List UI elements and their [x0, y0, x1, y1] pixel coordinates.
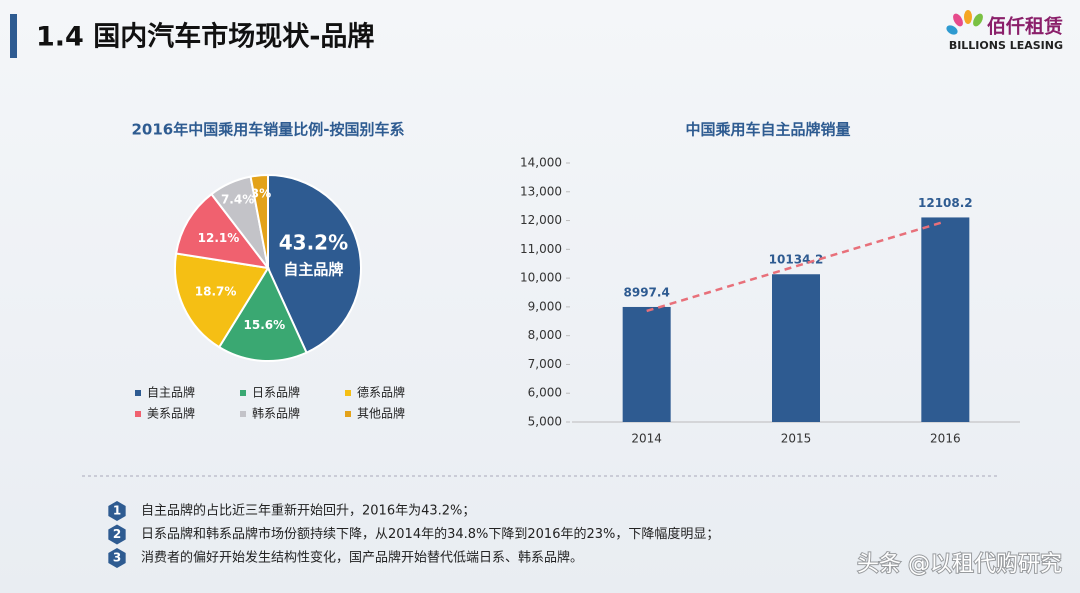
legend-swatch: [345, 411, 351, 417]
pie-title: 2016年中国乘用车销量比例-按国别车系: [132, 121, 405, 139]
y-tick-label: 6,000: [528, 386, 562, 400]
bar-title: 中国乘用车自主品牌销量: [685, 121, 850, 139]
bar-value-label: 12108.2: [918, 196, 973, 210]
legend-swatch: [240, 411, 246, 417]
bar: [772, 274, 820, 422]
pie-value-label: 12.1%: [198, 231, 240, 245]
legend-swatch: [240, 390, 246, 396]
note-number: 2: [113, 527, 121, 541]
logo-cn: 佰仟租赁: [987, 15, 1063, 38]
x-tick-label: 2016: [930, 432, 961, 446]
pie-value-label: 7.4%: [221, 193, 254, 207]
y-tick-label: 14,000: [520, 156, 562, 170]
legend-label: 日系品牌: [252, 386, 300, 400]
logo-icon: [946, 10, 983, 35]
pie-annotation: 自主品牌: [283, 261, 343, 279]
legend-label: 其他品牌: [357, 407, 405, 421]
x-tick-label: 2015: [781, 432, 812, 446]
pie-slice: [267, 173, 362, 354]
note-text: 消费者的偏好开始发生结构性变化，国产品牌开始替代低端日系、韩系品牌。: [141, 550, 583, 566]
bar: [622, 306, 671, 422]
watermark: 头条 @以租代购研究: [857, 552, 1062, 577]
pie-value-label: 15.6%: [244, 318, 286, 332]
pie-slice: [175, 192, 271, 270]
pie-slice: [217, 265, 308, 362]
logo-en: BILLIONS LEASING: [949, 39, 1063, 52]
slide-title: 1.4 国内汽车市场现状-品牌: [36, 21, 374, 53]
legend-label: 韩系品牌: [252, 406, 300, 421]
pie-value-label: 43.2%: [279, 231, 348, 255]
legend-label: 德系品牌: [357, 385, 405, 400]
note-number: 1: [113, 504, 121, 518]
note-text: 自主品牌的占比近三年重新开始回升，2016年为43.2%；: [141, 503, 475, 519]
title-accent: [10, 14, 17, 58]
note-badge: [108, 501, 126, 521]
pie-value-label: 18.7%: [195, 285, 237, 299]
trendline: [646, 220, 946, 313]
y-tick-label: 10,000: [520, 271, 562, 285]
pie-value-label: 3%: [251, 186, 271, 200]
legend-label: 自主品牌: [147, 386, 195, 400]
y-tick-label: 13,000: [520, 184, 562, 198]
y-tick-label: 8,000: [528, 328, 562, 342]
legend-swatch: [135, 390, 141, 396]
y-tick-label: 11,000: [520, 242, 562, 256]
legend-label: 美系品牌: [147, 407, 195, 421]
y-tick-label: 12,000: [520, 213, 562, 227]
y-tick-label: 9,000: [528, 299, 562, 313]
bar: [921, 217, 970, 422]
bar-value-label: 8997.4: [624, 285, 670, 299]
note-badge: [108, 524, 126, 545]
bar-value-label: 10134.2: [769, 253, 824, 267]
legend-swatch: [345, 390, 351, 396]
legend-swatch: [135, 411, 141, 417]
note-badge: [108, 548, 126, 568]
note-number: 3: [113, 551, 121, 565]
pie-slice: [249, 173, 269, 269]
y-tick-label: 7,000: [528, 357, 562, 371]
x-tick-label: 2014: [631, 432, 662, 446]
pie-slice: [174, 252, 270, 349]
y-tick-label: 5,000: [528, 415, 562, 429]
note-text: 日系品牌和韩系品牌市场份额持续下降，从2014年的34.8%下降到2016年的2…: [141, 526, 719, 542]
